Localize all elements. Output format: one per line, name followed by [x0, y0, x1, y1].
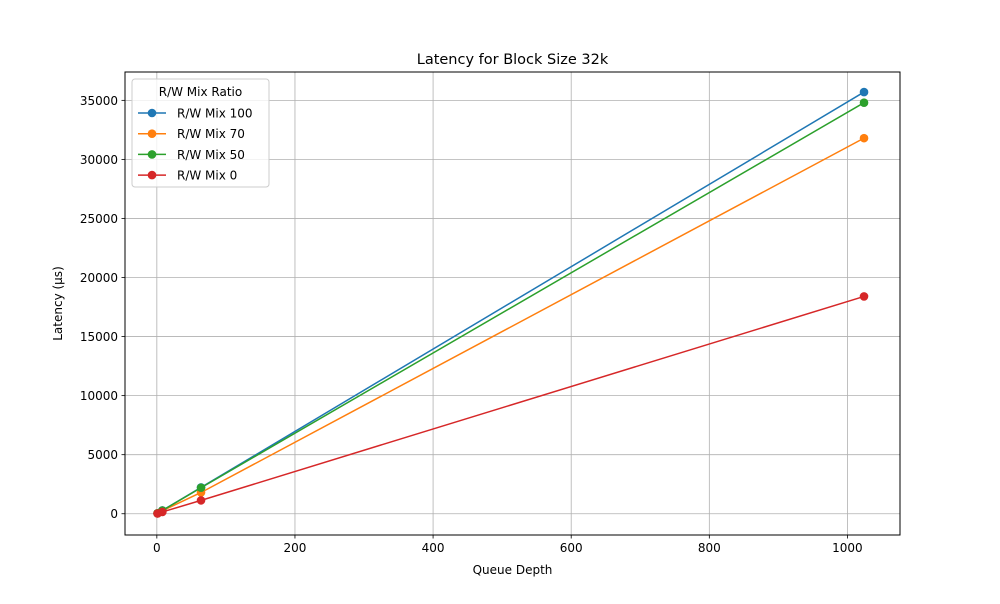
- legend-label: R/W Mix 50: [177, 148, 245, 162]
- legend-item: R/W Mix 70: [138, 127, 245, 141]
- legend-marker: [147, 108, 157, 118]
- y-tick-label: 25000: [80, 212, 118, 226]
- x-tick-label: 0: [153, 541, 161, 555]
- data-point: [859, 98, 869, 108]
- y-tick-label: 5000: [87, 448, 118, 462]
- y-axis-label: Latency (µs): [51, 266, 65, 341]
- x-tick-label: 800: [698, 541, 721, 555]
- legend: R/W Mix Ratio R/W Mix 100 R/W Mix 70 R/W Mi…: [131, 78, 270, 188]
- y-tick-label: 15000: [80, 330, 118, 344]
- series-layer: [153, 87, 869, 518]
- plot-frame: [124, 71, 901, 536]
- series-r-w-mix-70: [153, 133, 869, 518]
- legend-item: R/W Mix 100: [138, 107, 253, 121]
- grid: [125, 72, 900, 535]
- legend-box: [131, 78, 270, 188]
- series-r-w-mix-0: [153, 292, 869, 518]
- legend-label: R/W Mix 70: [177, 127, 245, 141]
- y-tick-label: 10000: [80, 389, 118, 403]
- data-point: [158, 507, 167, 517]
- y-tick-label: 0: [110, 507, 118, 521]
- x-axis-ticks: 0 200 400 600 800 1000: [153, 535, 863, 555]
- data-point: [859, 292, 869, 301]
- x-tick-label: 1000: [832, 541, 863, 555]
- x-axis-label: Queue Depth: [473, 563, 553, 577]
- legend-item: R/W Mix 0: [138, 169, 237, 183]
- data-point: [859, 87, 869, 97]
- y-tick-label: 35000: [80, 94, 118, 108]
- x-tick-label: 600: [560, 541, 583, 555]
- y-tick-label: 20000: [80, 271, 118, 285]
- y-axis-ticks: 0 5000 10000 15000 20000 25000 30000 35000: [80, 94, 125, 521]
- data-point: [196, 483, 206, 493]
- x-tick-label: 200: [284, 541, 307, 555]
- legend-label: R/W Mix 0: [177, 169, 237, 183]
- legend-item: R/W Mix 50: [138, 148, 245, 162]
- data-point: [196, 496, 206, 505]
- legend-marker: [147, 150, 157, 159]
- legend-title: R/W Mix Ratio: [159, 85, 242, 99]
- data-point: [859, 133, 869, 143]
- x-tick-label: 400: [422, 541, 445, 555]
- chart-title: Latency for Block Size 32k: [417, 52, 609, 68]
- y-tick-label: 30000: [80, 153, 118, 167]
- series-line: [157, 295, 865, 515]
- legend-marker: [147, 129, 157, 138]
- series-line: [157, 137, 865, 514]
- legend-label: R/W Mix 100: [177, 107, 253, 121]
- legend-marker: [147, 170, 157, 180]
